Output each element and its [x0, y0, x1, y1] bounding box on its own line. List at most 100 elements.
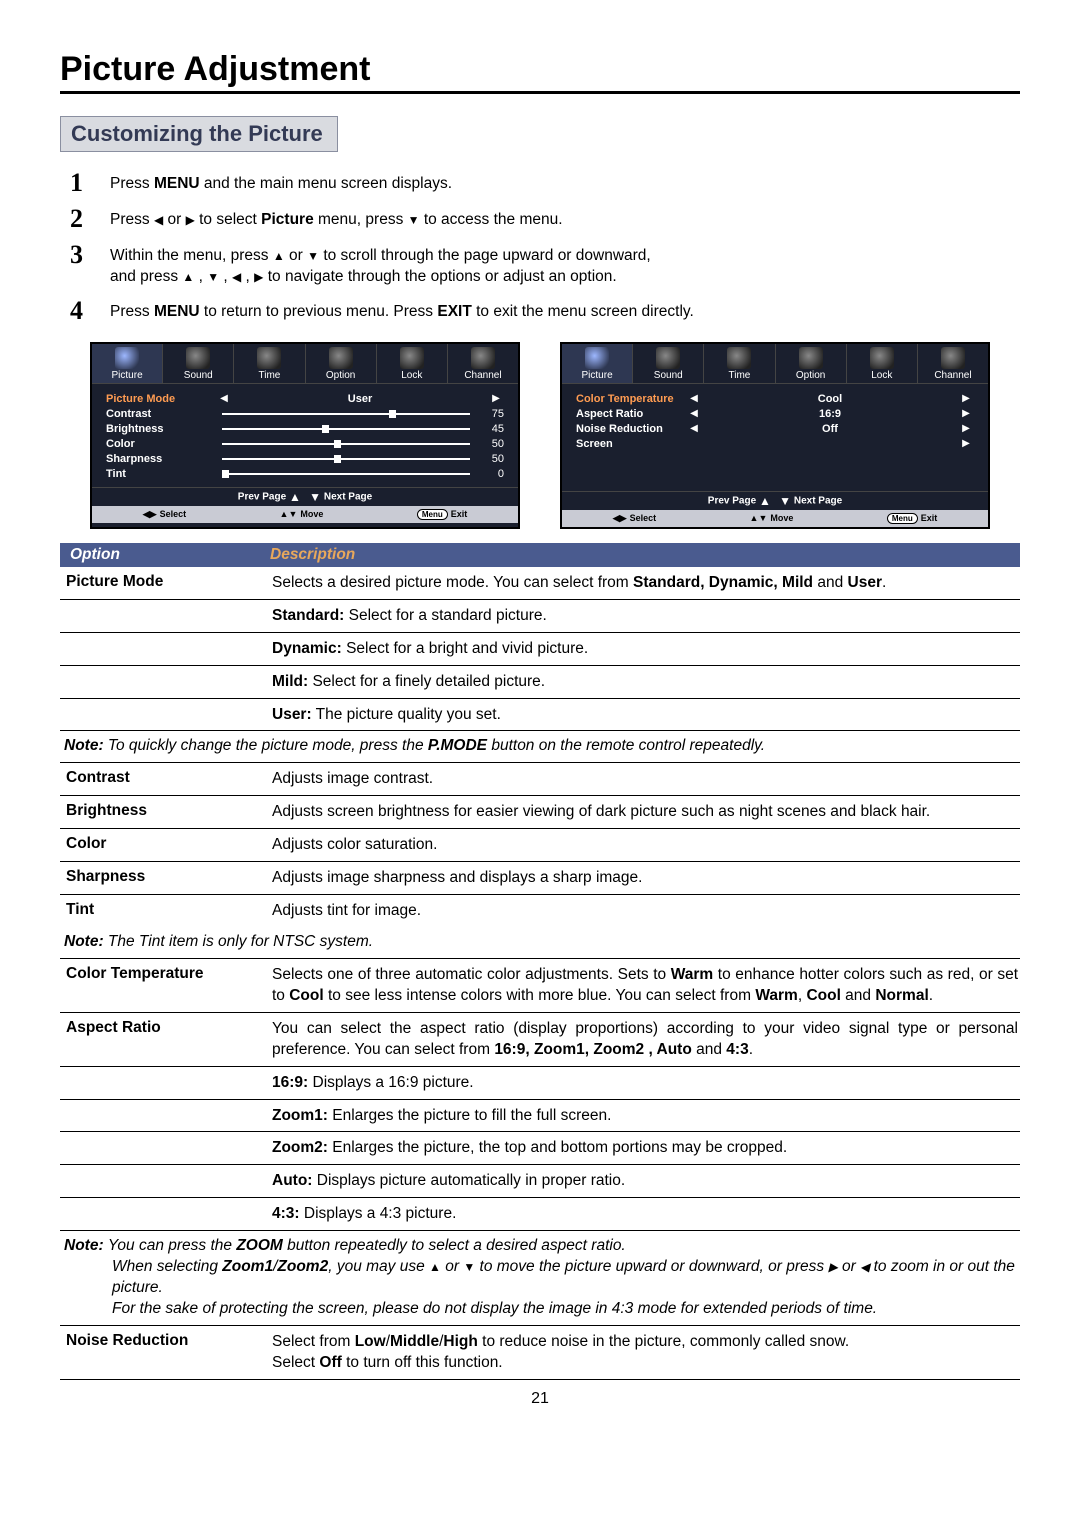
option-desc: Selects one of three automatic color adj… — [272, 965, 1018, 1007]
osd-row-value: Off — [702, 423, 958, 435]
osd-tab-label: Lock — [871, 370, 892, 381]
option-name: Color — [62, 835, 272, 853]
section-subtitle: Customizing the Picture — [60, 116, 338, 152]
right-arrow-icon: ▶ — [958, 393, 974, 404]
osd-tab-icon — [257, 347, 281, 369]
option-name: Picture Mode — [62, 573, 272, 591]
osd-tab-label: Channel — [464, 370, 501, 381]
osd-tab: Time — [704, 344, 775, 383]
step-number: 3 — [70, 242, 110, 288]
header-description: Description — [270, 546, 355, 564]
option-sub-desc: Standard: Select for a standard picture. — [272, 606, 1018, 627]
option-desc: Adjusts image contrast. — [272, 769, 1018, 790]
option-desc: Select from Low/Middle/High to reduce no… — [272, 1332, 1018, 1374]
ud-arrows-icon: ▲▼ — [280, 509, 298, 519]
option-desc: You can select the aspect ratio (display… — [272, 1019, 1018, 1061]
note-row: Note: To quickly change the picture mode… — [60, 731, 1020, 763]
option-name: Color Temperature — [62, 965, 272, 983]
step-number: 4 — [70, 298, 110, 324]
note-row: Note: The Tint item is only for NTSC sys… — [60, 927, 1020, 959]
osd-slider — [222, 458, 470, 460]
osd-row-label: Sharpness — [106, 453, 216, 465]
option-desc: Adjusts tint for image. — [272, 901, 1018, 922]
osd-tab-label: Time — [729, 370, 751, 381]
osd-row-label: Screen — [576, 438, 686, 450]
steps-list: 1 Press MENU and the main menu screen di… — [70, 170, 1020, 324]
right-arrow-icon: ▶ — [958, 408, 974, 419]
osd-tab-label: Option — [796, 370, 825, 381]
step-text: Within the menu, press ▲ or ▼ to scroll … — [110, 242, 1020, 288]
option-name: Contrast — [62, 769, 272, 787]
osd-tab-icon — [329, 347, 353, 369]
option-name: Aspect Ratio — [62, 1019, 272, 1037]
osd-tab-label: Option — [326, 370, 355, 381]
osd-row-value: 75 — [476, 408, 504, 420]
osd-slider — [222, 473, 470, 475]
up-arrow-icon: ▲ — [182, 269, 194, 285]
osd-tab-label: Picture — [112, 370, 143, 381]
osd-tab: Lock — [847, 344, 918, 383]
option-desc: Selects a desired picture mode. You can … — [272, 573, 1018, 594]
right-arrow-icon: ▶ — [958, 423, 974, 434]
osd-tab-icon — [585, 347, 609, 369]
osd-panel-1: PictureSoundTimeOptionLockChannel Pictur… — [90, 342, 520, 529]
left-arrow-icon: ◀ — [686, 393, 702, 404]
osd-tab-label: Time — [259, 370, 281, 381]
option-sub-desc: Zoom2: Enlarges the picture, the top and… — [272, 1138, 1018, 1159]
option-sub-desc: User: The picture quality you set. — [272, 705, 1018, 726]
down-arrow-icon: ▼ — [307, 248, 319, 264]
osd-row-value: User — [232, 393, 488, 405]
osd-row-value: 45 — [476, 423, 504, 435]
osd-tab-icon — [186, 347, 210, 369]
option-sub-desc: Zoom1: Enlarges the picture to fill the … — [272, 1106, 1018, 1127]
osd-tab: Sound — [633, 344, 704, 383]
osd-tab-label: Lock — [401, 370, 422, 381]
osd-row-label: Noise Reduction — [576, 423, 686, 435]
osd-slider — [222, 428, 470, 430]
lr-arrows-icon: ◀▶ — [143, 509, 157, 520]
osd-tab-icon — [870, 347, 894, 369]
option-sub-desc: 16:9: Displays a 16:9 picture. — [272, 1073, 1018, 1094]
page-title: Picture Adjustment — [60, 50, 1020, 94]
step-text: Press MENU to return to previous menu. P… — [110, 298, 1020, 324]
osd-row-label: Aspect Ratio — [576, 408, 686, 420]
left-arrow-icon: ◀ — [154, 212, 163, 228]
osd-tab-label: Sound — [654, 370, 683, 381]
osd-panel-2: Picture Sound Time Option Lock Channel Color … — [560, 342, 990, 529]
step-number: 1 — [70, 170, 110, 196]
down-arrow-icon: ▼ — [207, 269, 219, 285]
osd-tab-label: Channel — [934, 370, 971, 381]
left-arrow-icon: ◀ — [232, 269, 241, 285]
osd-tab: Option — [776, 344, 847, 383]
left-arrow-icon: ◀ — [686, 423, 702, 434]
options-table-header: Option Description — [60, 543, 1020, 567]
osd-tab: Lock — [377, 344, 448, 383]
step-text: Press ◀ or ▶ to select Picture menu, pre… — [110, 206, 1020, 232]
osd-tab-icon — [471, 347, 495, 369]
osd-tab-icon — [115, 347, 139, 369]
menu-key-icon: Menu — [417, 509, 448, 520]
option-name: Tint — [62, 901, 272, 919]
osd-row-value: 50 — [476, 438, 504, 450]
osd-tab-label: Picture — [582, 370, 613, 381]
up-arrow-icon: ▲ — [273, 248, 285, 264]
option-sub-desc: Mild: Select for a finely detailed pictu… — [272, 672, 1018, 693]
osd-row-label: Brightness — [106, 423, 216, 435]
right-arrow-icon: ▶ — [488, 393, 504, 404]
option-desc: Adjusts screen brightness for easier vie… — [272, 802, 1018, 823]
right-arrow-icon: ▶ — [958, 438, 974, 449]
header-option: Option — [70, 546, 270, 564]
page-number: 21 — [60, 1390, 1020, 1408]
osd-tab: Sound — [163, 344, 234, 383]
osd-slider — [222, 443, 470, 445]
osd-row-label: Color Temperature — [576, 393, 686, 405]
osd-row-value: 16:9 — [702, 408, 958, 420]
option-sub-desc: Auto: Displays picture automatically in … — [272, 1171, 1018, 1192]
osd-row-label: Tint — [106, 468, 216, 480]
step-text: Press MENU and the main menu screen disp… — [110, 170, 1020, 196]
option-name: Noise Reduction — [62, 1332, 272, 1350]
option-sub-desc: Dynamic: Select for a bright and vivid p… — [272, 639, 1018, 660]
osd-tab: Picture — [92, 344, 163, 383]
option-desc: Adjusts image sharpness and displays a s… — [272, 868, 1018, 889]
osd-tab: Time — [234, 344, 305, 383]
